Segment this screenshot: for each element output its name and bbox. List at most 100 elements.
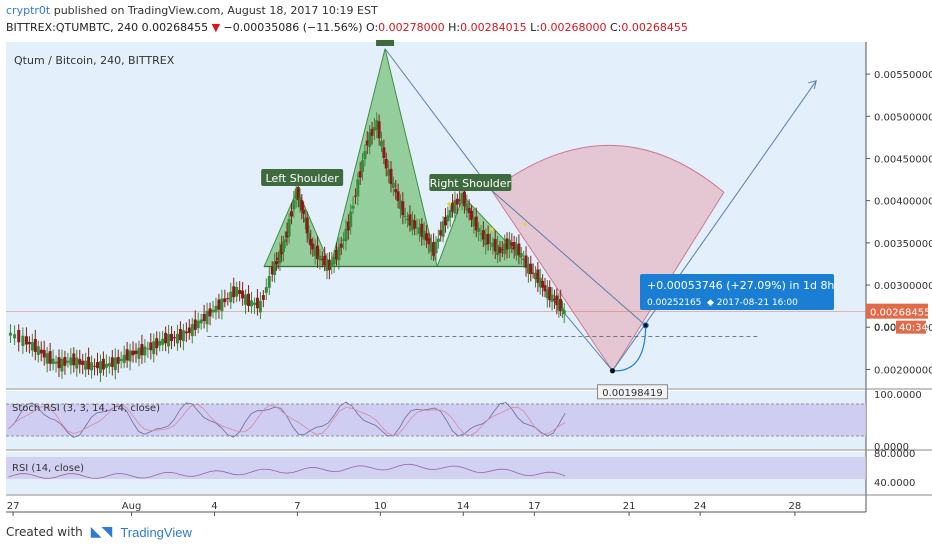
candle-body xyxy=(486,233,490,245)
candle-body xyxy=(247,293,251,306)
low-point-dot xyxy=(609,368,616,374)
candle-body xyxy=(550,294,554,302)
candle-body xyxy=(503,243,507,254)
y-tick-label: 0.00450000 xyxy=(874,154,932,165)
candle-body xyxy=(78,359,82,365)
chart-title: Qtum / Bitcoin, 240, BITTREX xyxy=(14,54,175,67)
candle-body xyxy=(302,209,306,214)
candle-body xyxy=(241,290,245,299)
candle-body xyxy=(498,247,502,254)
candle-body xyxy=(280,244,284,255)
candle-body xyxy=(220,298,224,312)
candle-body xyxy=(465,203,469,211)
close-label: C: xyxy=(609,21,622,34)
publish-info: published on TradingView.com, August 18,… xyxy=(53,4,378,17)
candle-body xyxy=(289,211,293,217)
candle-body xyxy=(232,286,236,298)
candle-body xyxy=(467,208,471,214)
candle-body xyxy=(356,179,360,197)
x-tick-label: Aug xyxy=(122,501,142,512)
candle-body xyxy=(384,158,388,169)
candle-body xyxy=(258,300,262,313)
candle-body xyxy=(512,242,516,250)
candle-body xyxy=(425,233,429,241)
stoch-d-line xyxy=(8,403,566,437)
candle-body xyxy=(375,120,379,130)
low-label: L: xyxy=(530,21,540,34)
candle-body xyxy=(300,200,304,211)
candle-body xyxy=(325,259,329,271)
candle-body xyxy=(81,360,85,365)
candle-body xyxy=(199,319,203,324)
candle-body xyxy=(491,243,495,248)
candle-body xyxy=(472,217,476,227)
candle-body xyxy=(309,239,313,246)
candle-body xyxy=(36,346,40,356)
candle-body xyxy=(526,263,530,274)
candle-body xyxy=(510,242,514,246)
target-change-label: +0.00053746 (+27.09%) in 1d 8h xyxy=(647,279,834,292)
candle-body xyxy=(339,243,343,248)
candle-body xyxy=(267,275,271,288)
signal-dot xyxy=(489,227,494,232)
candle-body xyxy=(128,350,132,362)
created-with-text: Created with xyxy=(6,525,83,539)
candle-body xyxy=(531,272,535,274)
tradingview-logo-icon: ◣◥ xyxy=(90,524,113,540)
candle-body xyxy=(327,259,331,270)
open-label: O: xyxy=(366,21,379,34)
right-shoulder-label-bg xyxy=(429,174,512,191)
author-name[interactable]: cryptr0t xyxy=(6,4,51,17)
candle-body xyxy=(149,342,153,351)
candle-body xyxy=(429,243,433,252)
candle-body xyxy=(557,300,561,311)
rsi-band xyxy=(6,457,866,479)
candle-body xyxy=(496,244,500,256)
target-date-label: ◆ 2017-08-21 16:00 xyxy=(707,298,798,308)
signal-dot xyxy=(447,202,451,206)
candle-body xyxy=(441,221,445,237)
left-shoulder-label: Left Shoulder xyxy=(266,172,340,185)
candle-body xyxy=(318,255,322,261)
candle-body xyxy=(13,334,17,339)
candle-body xyxy=(389,168,393,185)
candle-body xyxy=(140,343,144,356)
candle-body xyxy=(217,299,221,310)
candle-body xyxy=(545,289,549,299)
y-tick-label: 0.00350000 xyxy=(874,239,932,250)
candle-body xyxy=(107,363,111,367)
candle-body xyxy=(337,247,341,261)
stoch-k-line xyxy=(8,401,566,438)
candle-body xyxy=(320,259,324,261)
candle-body xyxy=(208,308,212,317)
candle-body xyxy=(559,299,563,311)
down-arrow-icon: ▼ xyxy=(211,21,221,34)
candle-body xyxy=(313,247,317,257)
countdown-tag-bg xyxy=(896,320,926,334)
candle-body xyxy=(24,336,28,345)
candle-body xyxy=(406,218,410,221)
candle-body xyxy=(334,249,338,260)
candle-body xyxy=(365,140,369,146)
rsi-title: RSI (14, close) xyxy=(12,463,84,474)
symbol-label: BITTREX:QTUMBTC, 240 xyxy=(6,21,139,34)
candle-body xyxy=(462,191,466,207)
candle-body xyxy=(238,289,242,295)
candle-body xyxy=(488,242,492,244)
low-value: 0.00268000 xyxy=(539,21,607,34)
high-value: 0.00284015 xyxy=(460,21,527,34)
signal-dot xyxy=(523,222,527,227)
candle-body xyxy=(131,350,135,356)
candle-body xyxy=(403,216,407,218)
candle-body xyxy=(298,197,302,207)
candle-body xyxy=(119,358,123,361)
candle-body xyxy=(270,266,274,275)
candle-body xyxy=(292,200,296,210)
candle-body xyxy=(448,210,452,218)
candle-body xyxy=(543,285,547,292)
tradingview-brand[interactable]: TradingView xyxy=(120,524,192,540)
candle-body xyxy=(66,360,70,363)
candle-body xyxy=(75,357,79,369)
x-tick-label: 4 xyxy=(211,501,217,512)
